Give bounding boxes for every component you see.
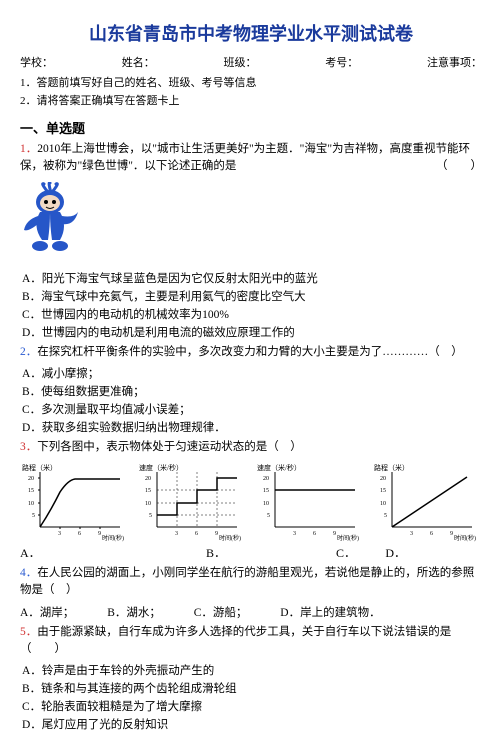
svg-text:5: 5 <box>267 513 270 519</box>
chart-4: 路程（米） 20 15 10 5 3 6 9时间(秒) <box>372 462 482 542</box>
svg-text:6: 6 <box>430 531 433 537</box>
page-title: 山东省青岛市中考物理学业水平测试试卷 <box>20 20 482 46</box>
svg-text:时间(秒): 时间(秒) <box>219 534 241 542</box>
q1-opt-c: C．世博园内的电动机的机械效率为100% <box>22 306 482 322</box>
q2-opt-b: B．使每组数据更准确； <box>22 383 482 399</box>
svg-text:20: 20 <box>28 476 34 482</box>
chart2-ylabel: 速度（米/秒） <box>139 463 183 472</box>
svg-text:5: 5 <box>149 513 152 519</box>
svg-text:20: 20 <box>263 476 269 482</box>
svg-text:5: 5 <box>384 513 387 519</box>
mascot-figure <box>20 182 482 264</box>
chart-1: 路程（米） 20 15 10 5 3 6 9 时间(秒) <box>20 462 130 542</box>
svg-text:10: 10 <box>380 501 386 507</box>
chart4-ylabel: 路程（米） <box>374 463 409 472</box>
note-label: 注意事项： <box>427 54 482 70</box>
svg-text:10: 10 <box>28 501 34 507</box>
q4-opt-a: A．湖岸； <box>20 604 74 620</box>
svg-text:3: 3 <box>58 531 61 537</box>
q4-options: A．湖岸； B．湖水； C．游船； D．岸上的建筑物． <box>20 604 482 620</box>
svg-text:3: 3 <box>293 531 296 537</box>
q4-opt-c: C．游船； <box>194 604 248 620</box>
examno-label: 考号： <box>325 54 358 70</box>
svg-text:时间(秒): 时间(秒) <box>337 534 359 542</box>
class-label: 班级： <box>224 54 257 70</box>
chart-2: 速度（米/秒） 20 15 10 5 3 6 9时间(秒) <box>137 462 247 542</box>
q4-opt-d: D．岸上的建筑物． <box>280 604 380 620</box>
opt-d-label: D． <box>356 544 406 561</box>
q3-text: 下列各图中，表示物体处于匀速运动状态的是（ ） <box>37 441 302 453</box>
question-5: 5．由于能源紧缺，自行车成为许多人选择的代步工具，关于自行车以下说法错误的是（ … <box>20 624 482 659</box>
q2-opt-d: D．获取多组实验数据归纳出物理规律． <box>22 419 482 435</box>
svg-text:9: 9 <box>98 531 101 537</box>
opt-a-label: A． <box>20 544 58 561</box>
q4-opt-b: B．湖水； <box>107 604 161 620</box>
chart-3: 速度（米/秒） 20 15 10 5 3 6 9时间(秒) <box>255 462 365 542</box>
svg-text:10: 10 <box>263 501 269 507</box>
svg-text:时间(秒): 时间(秒) <box>102 534 124 542</box>
q3-num: 3． <box>20 441 37 453</box>
svg-text:5: 5 <box>32 513 35 519</box>
instruction-1: 1．答题前填写好自己的姓名、班级、考号等信息 <box>20 74 482 90</box>
svg-text:20: 20 <box>380 476 386 482</box>
opt-c-label: C． <box>226 544 356 561</box>
q1-opt-a: A．阳光下海宝气球呈蓝色是因为它仅反射太阳光中的蓝光 <box>22 270 482 286</box>
svg-text:15: 15 <box>263 488 269 494</box>
question-3: 3．下列各图中，表示物体处于匀速运动状态的是（ ） <box>20 439 482 456</box>
section-1-title: 一、单选题 <box>20 118 482 137</box>
svg-text:20: 20 <box>145 476 151 482</box>
haibao-mascot-icon <box>20 182 82 260</box>
school-label: 学校： <box>20 54 53 70</box>
q1-opt-d: D．世博园内的电动机是利用电流的磁效应原理工作的 <box>22 324 482 340</box>
question-2: 2．在探究杠杆平衡条件的实验中，多次改变力和力臂的大小主要是为了…………（ ） <box>20 344 482 361</box>
q1-opt-b: B．海宝气球中充氦气，主要是利用氦气的密度比空气大 <box>22 288 482 304</box>
svg-text:15: 15 <box>380 488 386 494</box>
svg-text:10: 10 <box>145 501 151 507</box>
svg-text:6: 6 <box>78 531 81 537</box>
svg-text:6: 6 <box>195 531 198 537</box>
svg-text:6: 6 <box>313 531 316 537</box>
opt-b-label: B． <box>58 544 226 561</box>
svg-text:3: 3 <box>175 531 178 537</box>
chart1-ylabel: 路程（米） <box>22 463 57 472</box>
abcd-row: A． B． C． D． <box>20 544 482 561</box>
svg-text:15: 15 <box>145 488 151 494</box>
q2-text: 在探究杠杆平衡条件的实验中，多次改变力和力臂的大小主要是为了…………（ ） <box>37 346 463 358</box>
q5-opt-b: B．链条和与其连接的两个齿轮组成滑轮组 <box>22 680 482 696</box>
q5-num: 5． <box>20 626 37 638</box>
svg-text:时间(秒): 时间(秒) <box>454 534 476 542</box>
chart3-ylabel: 速度（米/秒） <box>257 463 301 472</box>
q5-opt-a: A．铃声是由于车铃的外壳振动产生的 <box>22 662 482 678</box>
q1-text: 2010年上海世博会，以"城市让生活更美好"为主题．"海宝"为吉祥物，高度重视节… <box>20 143 470 172</box>
q2-opt-a: A．减小摩擦； <box>22 365 482 381</box>
name-label: 姓名： <box>122 54 155 70</box>
svg-text:9: 9 <box>215 531 218 537</box>
q4-text: 在人民公园的湖面上，小刚同学坐在航行的游船里观光，若说他是静止的，所选的参照物是… <box>20 567 474 596</box>
q5-opt-c: C．轮胎表面较粗糙是为了增大摩擦 <box>22 698 482 714</box>
svg-text:9: 9 <box>333 531 336 537</box>
question-1: 1．2010年上海世博会，以"城市让生活更美好"为主题．"海宝"为吉祥物，高度重… <box>20 141 482 176</box>
q1-blank: （ ） <box>436 158 482 175</box>
q2-opt-c: C．多次测量取平均值减小误差； <box>22 401 482 417</box>
svg-text:3: 3 <box>410 531 413 537</box>
charts-row: 路程（米） 20 15 10 5 3 6 9 时间(秒) 速度（米/秒） 20 1… <box>20 462 482 542</box>
q1-num: 1． <box>20 143 37 155</box>
header-row: 学校： 姓名： 班级： 考号： 注意事项： <box>20 54 482 70</box>
q2-num: 2． <box>20 346 37 358</box>
question-4: 4．在人民公园的湖面上，小刚同学坐在航行的游船里观光，若说他是静止的，所选的参照… <box>20 565 482 600</box>
q4-num: 4． <box>20 567 37 579</box>
svg-text:15: 15 <box>28 488 34 494</box>
q5-opt-d: D．尾灯应用了光的反射知识 <box>22 716 482 732</box>
svg-text:9: 9 <box>450 531 453 537</box>
instruction-2: 2．请将答案正确填写在答题卡上 <box>20 92 482 108</box>
q5-text: 由于能源紧缺，自行车成为许多人选择的代步工具，关于自行车以下说法错误的是（ ） <box>20 626 451 655</box>
